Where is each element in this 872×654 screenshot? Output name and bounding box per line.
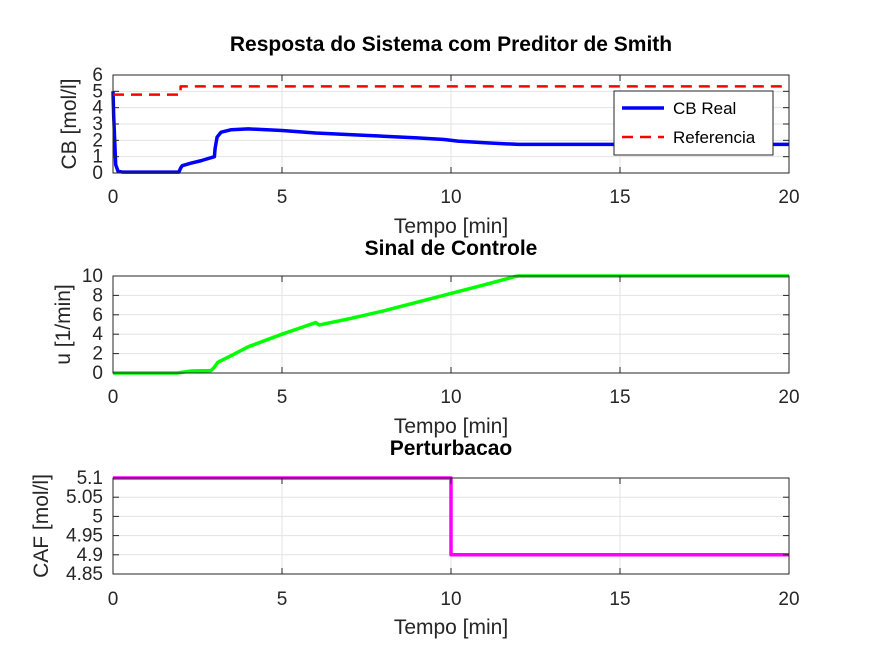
x-tick-label: 10 xyxy=(440,187,461,208)
x-axis-label: Tempo [min] xyxy=(394,415,508,438)
y-axis-label: CB [mol/l] xyxy=(58,78,81,169)
y-tick-label: 2 xyxy=(92,130,103,151)
y-tick-label: 1 xyxy=(92,147,103,168)
x-tick-label: 0 xyxy=(108,387,119,408)
y-tick-label: 4 xyxy=(92,324,103,345)
y-tick-label: 6 xyxy=(92,305,103,326)
y-tick-label: 5 xyxy=(92,506,103,527)
y-tick-label: 4.85 xyxy=(66,564,103,585)
subplot-title: Sinal de Controle xyxy=(365,237,538,260)
subplot-title: Resposta do Sistema com Preditor de Smit… xyxy=(230,33,672,56)
series-line-referencia xyxy=(113,85,789,96)
y-tick-label: 4.9 xyxy=(77,545,103,566)
x-tick-label: 15 xyxy=(609,387,630,408)
series-line-cb-real xyxy=(111,91,789,174)
subplot-title: Perturbacao xyxy=(390,437,513,460)
y-tick-label: 8 xyxy=(92,285,103,306)
x-axis-label: Tempo [min] xyxy=(394,215,508,238)
y-tick-label: 5.05 xyxy=(66,487,103,508)
y-tick-label: 0 xyxy=(92,363,103,384)
y-tick-label: 0 xyxy=(92,163,103,184)
y-tick-label: 6 xyxy=(92,65,103,86)
x-tick-label: 20 xyxy=(778,589,799,610)
y-tick-label: 4.95 xyxy=(66,526,103,547)
x-tick-label: 5 xyxy=(277,589,288,610)
x-tick-label: 5 xyxy=(277,187,288,208)
legend-entry: CB Real xyxy=(673,99,736,118)
series-line-2-1 xyxy=(113,274,789,375)
y-tick-label: 5.1 xyxy=(77,468,103,489)
y-axis-label: CAF [mol/l] xyxy=(30,474,53,578)
x-tick-label: 5 xyxy=(277,387,288,408)
x-tick-label: 0 xyxy=(108,187,119,208)
legend-entry: Referencia xyxy=(673,128,756,147)
y-tick-label: 3 xyxy=(92,114,103,135)
x-tick-label: 15 xyxy=(609,187,630,208)
x-tick-label: 0 xyxy=(108,589,119,610)
x-axis-label: Tempo [min] xyxy=(394,616,508,639)
legend: CB Real Referencia xyxy=(613,90,774,156)
x-tick-label: 10 xyxy=(440,387,461,408)
x-tick-label: 20 xyxy=(778,187,799,208)
x-tick-label: 20 xyxy=(778,387,799,408)
y-tick-label: 2 xyxy=(92,344,103,365)
y-tick-label: 4 xyxy=(92,98,103,119)
y-axis-label: u [1/min] xyxy=(52,284,75,365)
x-tick-label: 10 xyxy=(440,589,461,610)
y-tick-label: 10 xyxy=(82,266,103,287)
y-tick-label: 5 xyxy=(92,81,103,102)
x-tick-label: 15 xyxy=(609,589,630,610)
subplot-3: 0 5 10 15 204.854.94.9555.055.1PerturbacaoTe… xyxy=(30,437,800,639)
legend-box xyxy=(613,90,774,156)
